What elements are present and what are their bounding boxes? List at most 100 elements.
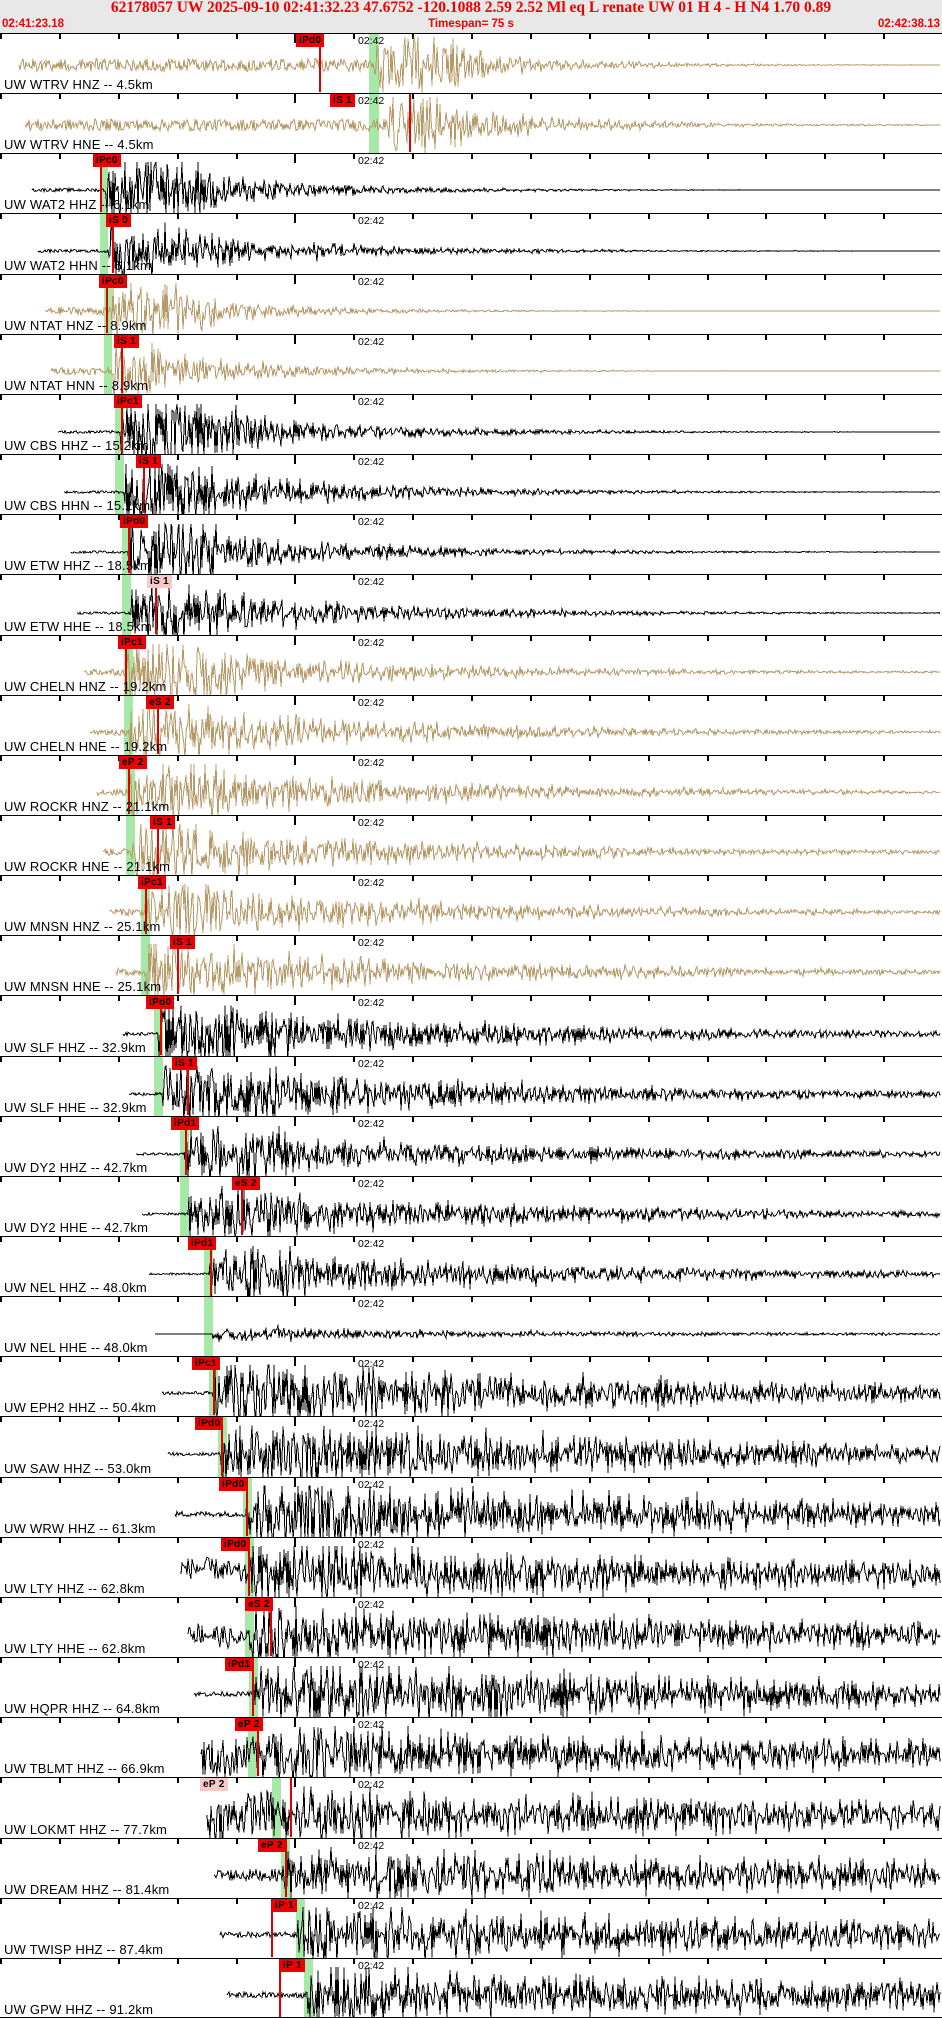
trace-row[interactable]: iS 1 02:42 UW SLF HHE -- 32.9km bbox=[0, 1056, 942, 1116]
phase-pick-label[interactable]: eS 2 bbox=[245, 1598, 273, 1611]
phase-pick-label[interactable]: eS 2 bbox=[232, 1177, 260, 1190]
trace-row[interactable]: iPc1 02:42 UW EPH2 HHZ -- 50.4km bbox=[0, 1356, 942, 1416]
trace-row[interactable]: eS 2 02:42 UW DY2 HHE -- 42.7km bbox=[0, 1176, 942, 1236]
phase-pick-line[interactable] bbox=[121, 395, 123, 453]
phase-pick-line[interactable] bbox=[145, 876, 147, 934]
phase-pick-label[interactable]: iS 1 bbox=[114, 335, 139, 348]
phase-pick-line[interactable] bbox=[121, 335, 123, 393]
phase-pick-line[interactable] bbox=[187, 1057, 189, 1115]
phase-pick-label[interactable]: iS 1 bbox=[147, 575, 172, 588]
phase-pick-line[interactable] bbox=[252, 1658, 254, 1716]
trace-row[interactable]: iS 1 02:42 UW CBS HHN -- 15.2km bbox=[0, 454, 942, 514]
phase-pick-line[interactable] bbox=[100, 154, 102, 212]
trace-row[interactable]: iPc1 02:42 UW CHELN HNZ -- 19.2km bbox=[0, 635, 942, 695]
phase-pick-line[interactable] bbox=[128, 515, 130, 573]
trace-row[interactable]: eP 2 02:42 UW DREAM HHZ -- 81.4km bbox=[0, 1838, 942, 1898]
phase-pick-label[interactable]: iP 1 bbox=[272, 1899, 297, 1912]
phase-pick-line[interactable] bbox=[185, 1117, 187, 1175]
phase-pick-label[interactable]: iPc0 bbox=[99, 275, 127, 288]
phase-pick-label[interactable]: iPc1 bbox=[118, 636, 146, 649]
phase-pick-line[interactable] bbox=[143, 455, 145, 513]
trace-row[interactable]: iPd0 02:42 UW SLF HHZ -- 32.9km bbox=[0, 995, 942, 1056]
phase-pick-line[interactable] bbox=[157, 816, 159, 874]
phase-pick-label[interactable]: iP 1 bbox=[280, 1959, 305, 1972]
phase-pick-line[interactable] bbox=[155, 575, 157, 634]
phase-pick-label[interactable]: iPd0 bbox=[219, 1478, 248, 1491]
phase-pick-label[interactable]: iS 1 bbox=[330, 94, 355, 107]
phase-pick-label[interactable]: eP 2 bbox=[235, 1718, 263, 1731]
trace-row[interactable]: iPd0 02:42 UW WRW HHZ -- 61.3km bbox=[0, 1477, 942, 1537]
phase-pick-label[interactable]: iS 1 bbox=[170, 936, 195, 949]
phase-pick-line[interactable] bbox=[271, 1899, 273, 1957]
phase-pick-line[interactable] bbox=[257, 1718, 259, 1776]
phase-pick-line[interactable] bbox=[128, 756, 130, 814]
trace-row[interactable]: iPd0 02:42 UW SAW HHZ -- 53.0km bbox=[0, 1416, 942, 1477]
trace-row[interactable]: eS 2 02:42 UW LTY HHE -- 62.8km bbox=[0, 1597, 942, 1657]
phase-pick-line[interactable] bbox=[157, 696, 159, 754]
phase-pick-label[interactable]: iPc1 bbox=[192, 1357, 220, 1370]
trace-row[interactable]: eP 2 02:42 UW TBLMT HHZ -- 66.9km bbox=[0, 1717, 942, 1777]
phase-pick-label[interactable]: iPd0 bbox=[120, 515, 149, 528]
axis-time-label: 02:42 bbox=[358, 1298, 385, 1310]
trace-row[interactable]: iP 1 02:42 UW TWISP HHZ -- 87.4km bbox=[0, 1898, 942, 1958]
trace-row[interactable]: iS 1 02:42 UW WTRV HNE -- 4.5km bbox=[0, 93, 942, 153]
phase-pick-line[interactable] bbox=[279, 1959, 281, 2017]
trace-row[interactable]: eP 2 02:42 UW LOKMT HHZ -- 77.7km bbox=[0, 1777, 942, 1838]
trace-row[interactable]: iS 1 02:42 UW ETW HHE -- 18.5km bbox=[0, 574, 942, 635]
phase-pick-line[interactable] bbox=[290, 1778, 292, 1837]
trace-row[interactable]: iPc0 02:42 UW WAT2 HHZ -- 6.1km bbox=[0, 153, 942, 213]
phase-pick-label[interactable]: iPd0 bbox=[221, 1538, 250, 1551]
phase-pick-line[interactable] bbox=[210, 1237, 212, 1295]
trace-row[interactable]: iS 0 02:42 UW WAT2 HHN -- 6.1km bbox=[0, 213, 942, 274]
phase-pick-line[interactable] bbox=[221, 1417, 223, 1476]
trace-row[interactable]: iPd1 02:42 UW HQPR HHZ -- 64.8km bbox=[0, 1657, 942, 1717]
phase-pick-label[interactable]: iPd1 bbox=[188, 1237, 217, 1250]
phase-pick-label[interactable]: iS 1 bbox=[136, 455, 161, 468]
trace-row[interactable]: iPd0 02:42 UW ETW HHZ -- 18.5km bbox=[0, 514, 942, 574]
trace-row[interactable]: iPd0 02:42 UW LTY HHZ -- 62.8km bbox=[0, 1537, 942, 1597]
trace-row[interactable]: iPd0 02:42 UW WTRV HNZ -- 4.5km bbox=[0, 33, 942, 93]
phase-pick-line[interactable] bbox=[248, 1538, 250, 1596]
trace-row[interactable]: iPd1 02:42 UW NEL HHZ -- 48.0km bbox=[0, 1236, 942, 1296]
trace-row[interactable]: iS 1 02:42 UW MNSN HNE -- 25.1km bbox=[0, 935, 942, 995]
trace-row[interactable]: eS 2 02:42 UW CHELN HNE -- 19.2km bbox=[0, 695, 942, 755]
phase-pick-label[interactable]: eS 2 bbox=[146, 696, 174, 709]
trace-row[interactable]: iPc1 02:42 UW MNSN HNZ -- 25.1km bbox=[0, 875, 942, 935]
trace-row[interactable]: iPd1 02:42 UW DY2 HHZ -- 42.7km bbox=[0, 1116, 942, 1176]
phase-pick-label[interactable]: iS 1 bbox=[150, 816, 175, 829]
phase-pick-label[interactable]: iPc1 bbox=[138, 876, 166, 889]
arrival-window-band bbox=[126, 756, 135, 815]
phase-pick-line[interactable] bbox=[241, 1177, 243, 1235]
phase-pick-label[interactable]: eP 2 bbox=[258, 1839, 286, 1852]
phase-pick-line[interactable] bbox=[285, 1839, 287, 1897]
phase-pick-label[interactable]: iPd0 bbox=[146, 996, 175, 1009]
phase-pick-label[interactable]: iPd1 bbox=[225, 1658, 254, 1671]
phase-pick-label[interactable]: iS 0 bbox=[106, 214, 131, 227]
trace-row[interactable]: eP 2 02:42 UW ROCKR HNZ -- 21.1km bbox=[0, 755, 942, 815]
trace-row[interactable]: iP 1 02:42 UW GPW HHZ -- 91.2km bbox=[0, 1958, 942, 2018]
phase-pick-label[interactable]: eP 2 bbox=[119, 756, 147, 769]
phase-pick-line[interactable] bbox=[246, 1478, 248, 1536]
phase-pick-line[interactable] bbox=[160, 996, 162, 1055]
phase-pick-line[interactable] bbox=[106, 275, 108, 333]
phase-pick-label[interactable]: iS 1 bbox=[172, 1057, 197, 1070]
phase-pick-line[interactable] bbox=[270, 1598, 272, 1656]
phase-pick-line[interactable] bbox=[177, 936, 179, 994]
phase-pick-line[interactable] bbox=[125, 636, 127, 694]
phase-pick-label[interactable]: iPd0 bbox=[296, 34, 325, 47]
phase-pick-label[interactable]: iPc0 bbox=[93, 154, 121, 167]
trace-row[interactable]: 02:42 UW NEL HHE -- 48.0km bbox=[0, 1296, 942, 1356]
phase-pick-label[interactable]: iPd0 bbox=[195, 1417, 224, 1430]
phase-pick-label[interactable]: iPc1 bbox=[114, 395, 142, 408]
phase-pick-line[interactable] bbox=[112, 214, 114, 273]
trace-row[interactable]: iS 1 02:42 UW NTAT HNN -- 8.9km bbox=[0, 334, 942, 394]
waveform-trace bbox=[167, 1425, 941, 1477]
trace-row[interactable]: iPc0 02:42 UW NTAT HNZ -- 8.9km bbox=[0, 274, 942, 334]
phase-pick-label[interactable]: iPd1 bbox=[171, 1117, 200, 1130]
trace-row[interactable]: iPc1 02:42 UW CBS HHZ -- 15.2km bbox=[0, 394, 942, 454]
trace-row[interactable]: iS 1 02:42 UW ROCKR HNE -- 21.1km bbox=[0, 815, 942, 875]
phase-pick-line[interactable] bbox=[409, 94, 411, 152]
phase-pick-line[interactable] bbox=[319, 34, 321, 92]
phase-pick-label[interactable]: eP 2 bbox=[200, 1778, 228, 1791]
phase-pick-line[interactable] bbox=[213, 1357, 215, 1415]
